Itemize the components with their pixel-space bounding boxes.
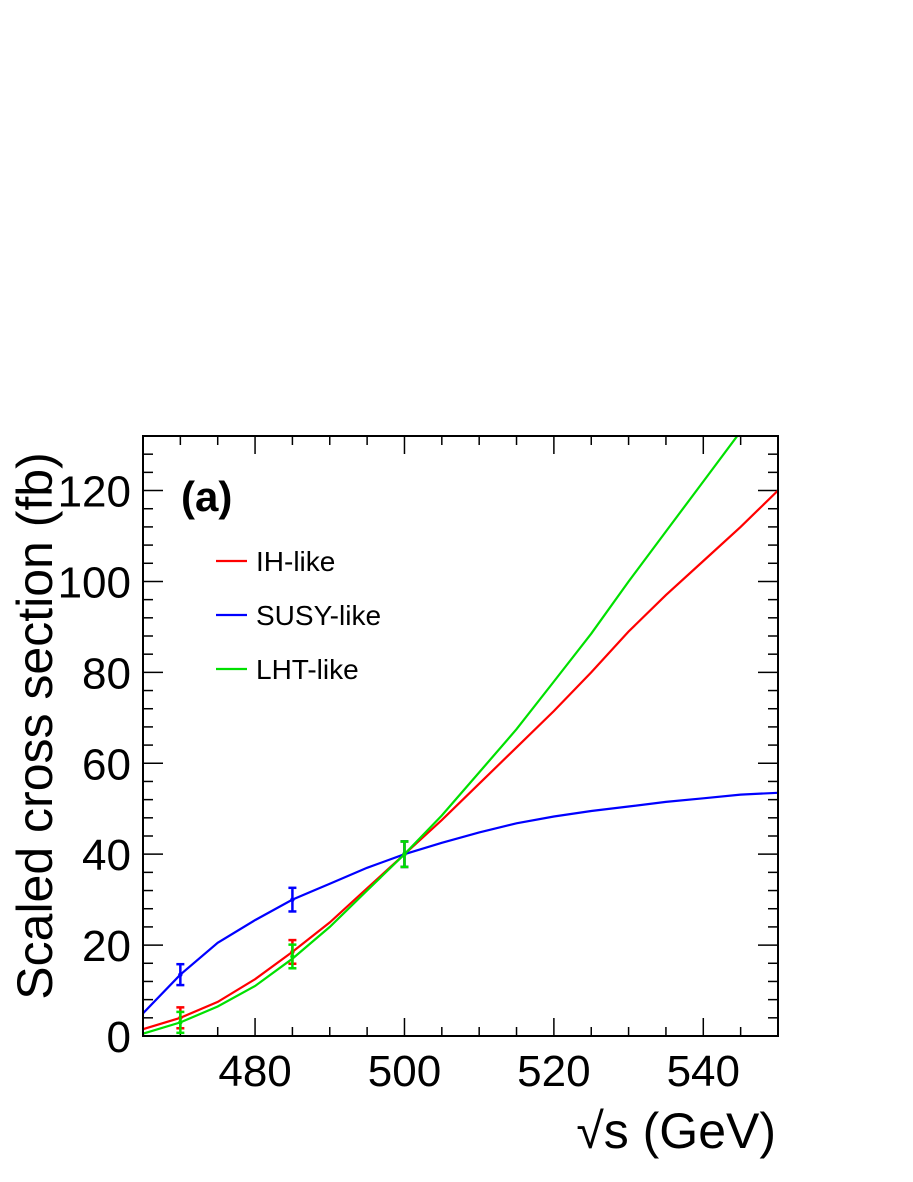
x-tick-labels: 480 500 520 540: [218, 1047, 740, 1096]
data-point-error-bar: [176, 962, 185, 987]
legend-label: LHT-like: [256, 654, 359, 685]
minor-ticks: [143, 435, 779, 1036]
series-lines: [143, 436, 778, 1035]
data-point-error-bar: [288, 886, 297, 913]
series-line: [143, 791, 778, 1015]
data-point-error-bar: [176, 1010, 185, 1035]
x-tick-label: 540: [667, 1047, 740, 1096]
y-tick-label: 40: [82, 831, 131, 880]
legend-label: SUSY-like: [256, 600, 381, 631]
major-ticks: [143, 436, 778, 1037]
panel-label: (a): [181, 473, 232, 520]
data-point-error-bar: [400, 840, 409, 869]
y-tick-label: 60: [82, 740, 131, 789]
x-tick-label: 500: [368, 1047, 441, 1096]
x-tick-label: 480: [218, 1047, 291, 1096]
y-axis-title: Scaled cross section (fb): [7, 452, 63, 999]
y-tick-label: 20: [82, 922, 131, 971]
y-tick-label: 120: [58, 468, 131, 517]
data-point-error-bar: [288, 943, 297, 970]
error-bars: [176, 840, 409, 1035]
y-tick-label: 0: [107, 1013, 131, 1062]
legend: IH-like SUSY-like LHT-like: [216, 546, 381, 685]
y-tick-label: 100: [58, 558, 131, 607]
legend-label: IH-like: [256, 546, 335, 577]
series-line: [143, 436, 739, 1035]
y-tick-label: 80: [82, 649, 131, 698]
plot-frame: [142, 435, 779, 1037]
x-axis-title: √s (GeV): [576, 1103, 776, 1159]
x-tick-label: 520: [517, 1047, 590, 1096]
y-tick-labels: 0 20 40 60 80 100 120: [58, 468, 131, 1062]
series-line: [143, 489, 778, 1031]
